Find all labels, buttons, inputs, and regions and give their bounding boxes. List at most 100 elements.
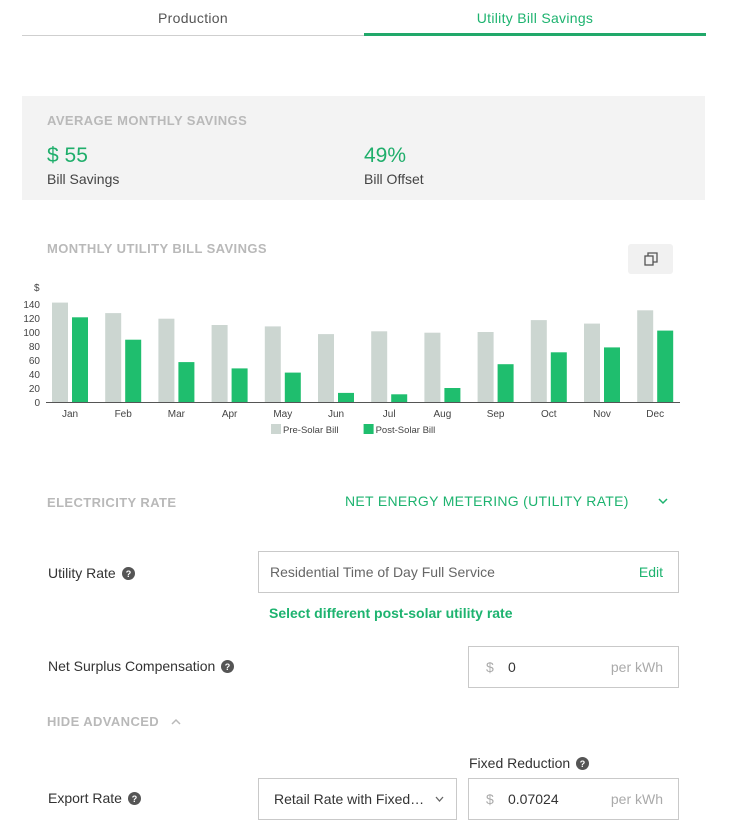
legend-swatch — [271, 424, 281, 434]
copy-icon — [643, 252, 658, 266]
post-solar-bar — [125, 339, 142, 402]
x-tick-label: Jan — [62, 409, 78, 420]
fixed-reduction-input-box: $ per kWh — [468, 778, 679, 820]
tab-utility-bill-savings[interactable]: Utility Bill Savings — [364, 0, 706, 36]
pre-solar-bar — [477, 332, 494, 402]
chart-heading: MONTHLY UTILITY BILL SAVINGS — [47, 241, 267, 256]
svg-text:?: ? — [132, 794, 138, 804]
x-tick-label: Feb — [115, 409, 133, 420]
post-solar-bar — [231, 368, 248, 402]
pre-solar-bar — [637, 310, 654, 402]
bill-savings-value: $ 55 — [47, 144, 88, 167]
tab-production[interactable]: Production — [22, 0, 364, 36]
pre-solar-bar — [52, 302, 68, 402]
net-surplus-field-label: Net Surplus Compensation? — [48, 658, 235, 674]
export-rate-label: Export Rate — [48, 790, 122, 806]
y-tick-label: 60 — [29, 356, 41, 367]
pre-solar-bar — [584, 323, 600, 402]
svg-text:?: ? — [125, 569, 131, 579]
post-solar-bar — [604, 347, 620, 402]
post-solar-bar — [497, 364, 514, 402]
electricity-rate-selected: NET ENERGY METERING (UTILITY RATE) — [345, 493, 629, 509]
fixed-reduction-input[interactable] — [508, 791, 598, 807]
pre-solar-bar — [105, 313, 122, 402]
chevron-up-icon — [171, 718, 181, 725]
post-solar-bar — [178, 362, 195, 402]
x-tick-label: Oct — [541, 409, 557, 420]
bill-offset-label: Bill Offset — [364, 171, 424, 187]
net-surplus-input-box: $ per kWh — [468, 646, 679, 688]
fixed-reduction-label: Fixed Reduction — [469, 755, 571, 771]
utility-rate-box[interactable]: Residential Time of Day Full Service Edi… — [258, 551, 679, 593]
currency-prefix: $ — [486, 659, 494, 675]
unit-suffix: per kWh — [610, 659, 663, 675]
net-surplus-input[interactable] — [508, 659, 598, 675]
x-tick-label: Apr — [222, 409, 238, 420]
legend-post-solar: Post-Solar Bill — [376, 425, 436, 436]
pre-solar-bar — [158, 318, 175, 402]
average-monthly-savings-card: AVERAGE MONTHLY SAVINGS $ 55 Bill Saving… — [22, 96, 705, 200]
tab-bar: Production Utility Bill Savings — [22, 0, 706, 36]
x-tick-label: Nov — [593, 409, 611, 420]
help-icon[interactable]: ? — [127, 792, 141, 805]
post-solar-bar — [444, 388, 461, 402]
utility-rate-label: Utility Rate — [48, 565, 116, 581]
post-solar-bar — [338, 392, 354, 402]
bill-savings-label: Bill Savings — [47, 171, 120, 187]
y-tick-label: 80 — [29, 342, 41, 353]
svg-text:?: ? — [580, 759, 586, 769]
export-rate-field-label: Export Rate? — [48, 790, 141, 806]
hide-advanced-label: HIDE ADVANCED — [47, 714, 160, 729]
pre-solar-bar — [264, 326, 281, 402]
edit-utility-rate-link[interactable]: Edit — [638, 564, 663, 580]
legend-pre-solar: Pre-Solar Bill — [283, 425, 338, 436]
post-solar-bar — [284, 372, 301, 402]
post-solar-bar — [391, 394, 408, 402]
post-solar-bar — [550, 352, 567, 402]
pre-solar-bar — [530, 320, 547, 402]
bill-offset-value: 49% — [364, 144, 407, 167]
x-tick-label: Jul — [383, 409, 396, 420]
y-tick-label: 140 — [23, 300, 40, 311]
select-post-solar-rate-link[interactable]: Select different post-solar utility rate — [269, 605, 513, 621]
copy-chart-button[interactable] — [628, 244, 673, 274]
svg-text:?: ? — [225, 662, 231, 672]
pre-solar-bar — [211, 325, 228, 402]
pre-solar-bar — [318, 334, 334, 402]
electricity-rate-dropdown[interactable]: NET ENERGY METERING (UTILITY RATE) — [345, 493, 675, 511]
monthly-savings-chart: $0 20 40 60 80 100 120 140 Jan Feb Mar Apr May Jun Jul… — [23, 283, 680, 436]
x-tick-label: Dec — [646, 409, 664, 420]
hide-advanced-toggle[interactable]: HIDE ADVANCED — [47, 714, 181, 729]
legend-swatch — [363, 424, 374, 434]
x-tick-label: May — [273, 409, 292, 420]
y-axis-label: $ — [34, 283, 40, 294]
pre-solar-bar — [424, 332, 441, 402]
y-tick-label: 40 — [29, 370, 41, 381]
chevron-down-icon — [435, 796, 444, 802]
net-surplus-label: Net Surplus Compensation — [48, 658, 216, 674]
summary-heading: AVERAGE MONTHLY SAVINGS — [47, 113, 248, 128]
x-tick-label: Aug — [434, 409, 452, 420]
help-icon[interactable]: ? — [121, 567, 135, 580]
post-solar-bar — [72, 317, 88, 402]
help-icon[interactable]: ? — [221, 660, 235, 673]
x-tick-label: Sep — [487, 409, 505, 420]
y-tick-label: 20 — [29, 384, 41, 395]
help-icon[interactable]: ? — [576, 757, 590, 770]
chevron-down-icon — [658, 498, 668, 505]
unit-suffix: per kWh — [610, 791, 663, 807]
electricity-rate-label: ELECTRICITY RATE — [47, 495, 177, 510]
post-solar-bar — [657, 330, 674, 402]
x-tick-label: Jun — [328, 409, 344, 420]
currency-prefix: $ — [486, 791, 494, 807]
export-rate-selected: Retail Rate with Fixed Reduction — [274, 791, 426, 807]
y-tick-label: 100 — [23, 328, 40, 339]
export-rate-dropdown[interactable]: Retail Rate with Fixed Reduction — [258, 778, 457, 820]
y-tick-label: 120 — [23, 314, 40, 325]
fixed-reduction-field-label: Fixed Reduction? — [469, 755, 590, 771]
y-tick-label: 0 — [34, 398, 40, 409]
pre-solar-bar — [371, 331, 388, 402]
utility-rate-field-label: Utility Rate? — [48, 565, 135, 581]
utility-rate-value: Residential Time of Day Full Service — [270, 564, 495, 580]
x-tick-label: Mar — [168, 409, 186, 420]
